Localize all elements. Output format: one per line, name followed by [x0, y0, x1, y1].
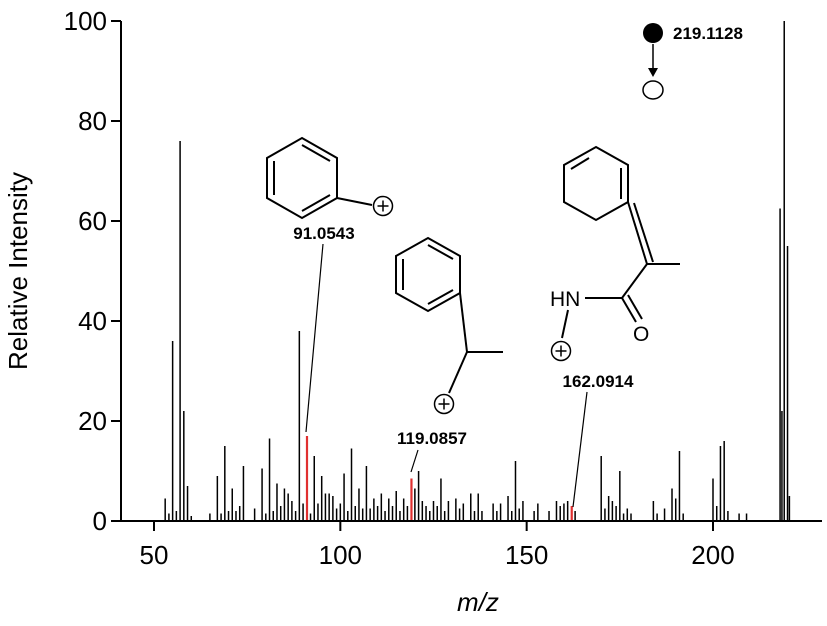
positive-charge-icon	[433, 393, 455, 415]
x-tick-label: 150	[505, 540, 548, 570]
phenylethyl-cation-structure	[395, 236, 503, 415]
open-circle-icon	[642, 80, 664, 100]
x-tick-label: 100	[319, 540, 362, 570]
positive-charge-icon	[372, 195, 394, 217]
x-tick-label: 200	[691, 540, 734, 570]
filled-circle-icon	[643, 23, 663, 43]
positive-charge-icon	[550, 340, 572, 362]
y-axis-ticks: 0 20 40 60 80 100	[64, 6, 121, 536]
label-leader-lines	[305, 243, 588, 508]
y-tick-label: 60	[78, 206, 107, 236]
x-tick-label: 50	[140, 540, 169, 570]
peak-label-119: 119.0857	[397, 429, 467, 448]
phenyl-cation-structure	[266, 136, 394, 220]
precursor-legend	[642, 23, 664, 100]
peak-label-91: 91.0543	[293, 224, 354, 243]
y-axis-title: Relative Intensity	[3, 172, 33, 370]
peak-label-219: 219.1128	[673, 24, 743, 43]
peak-label-162: 162.0914	[563, 372, 634, 391]
benzene-ring-icon	[395, 236, 461, 313]
x-axis-ticks: 50 100 150 200	[140, 521, 735, 570]
oxygen-atom-label: O	[633, 323, 649, 346]
x-axis-title: m/z	[457, 587, 499, 617]
nh-atom-label: HN	[550, 288, 580, 311]
y-tick-label: 80	[78, 106, 107, 136]
y-tick-label: 100	[64, 6, 107, 36]
y-tick-label: 40	[78, 306, 107, 336]
spectrum-peaks	[164, 21, 791, 521]
benzene-ring-icon	[266, 136, 338, 220]
y-tick-label: 0	[93, 506, 107, 536]
amide-cation-structure	[550, 145, 680, 362]
y-tick-label: 20	[78, 406, 107, 436]
cyclohexadiene-ring-icon	[563, 145, 629, 222]
